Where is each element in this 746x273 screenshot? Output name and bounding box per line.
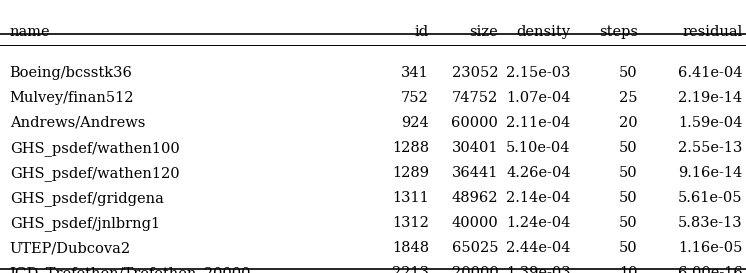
Text: GHS_psdef/gridgena: GHS_psdef/gridgena <box>10 191 163 206</box>
Text: 65025: 65025 <box>452 241 498 255</box>
Text: 50: 50 <box>619 216 638 230</box>
Text: 1312: 1312 <box>392 216 429 230</box>
Text: 10: 10 <box>619 266 638 273</box>
Text: GHS_psdef/wathen120: GHS_psdef/wathen120 <box>10 166 179 181</box>
Text: 30401: 30401 <box>452 141 498 155</box>
Text: 752: 752 <box>401 91 429 105</box>
Text: 1.16e-05: 1.16e-05 <box>678 241 742 255</box>
Text: 50: 50 <box>619 66 638 79</box>
Text: 5.10e-04: 5.10e-04 <box>507 141 571 155</box>
Text: 5.83e-13: 5.83e-13 <box>677 216 742 230</box>
Text: 9.16e-14: 9.16e-14 <box>678 166 742 180</box>
Text: 1.24e-04: 1.24e-04 <box>507 216 571 230</box>
Text: 36441: 36441 <box>452 166 498 180</box>
Text: 1289: 1289 <box>392 166 429 180</box>
Text: 1848: 1848 <box>392 241 429 255</box>
Text: 50: 50 <box>619 141 638 155</box>
Text: 2.44e-04: 2.44e-04 <box>507 241 571 255</box>
Text: 1288: 1288 <box>392 141 429 155</box>
Text: 50: 50 <box>619 241 638 255</box>
Text: GHS_psdef/jnlbrng1: GHS_psdef/jnlbrng1 <box>10 216 160 231</box>
Text: 4.26e-04: 4.26e-04 <box>506 166 571 180</box>
Text: 924: 924 <box>401 116 429 130</box>
Text: 6.00e-16: 6.00e-16 <box>677 266 742 273</box>
Text: residual: residual <box>682 25 742 38</box>
Text: 1311: 1311 <box>392 191 429 205</box>
Text: 2213: 2213 <box>392 266 429 273</box>
Text: 2.55e-13: 2.55e-13 <box>678 141 742 155</box>
Text: JGD_Trefethen/Trefethen_20000: JGD_Trefethen/Trefethen_20000 <box>10 266 251 273</box>
Text: 2.19e-14: 2.19e-14 <box>678 91 742 105</box>
Text: Boeing/bcsstk36: Boeing/bcsstk36 <box>10 66 133 79</box>
Text: Mulvey/finan512: Mulvey/finan512 <box>10 91 134 105</box>
Text: GHS_psdef/wathen100: GHS_psdef/wathen100 <box>10 141 180 156</box>
Text: 50: 50 <box>619 191 638 205</box>
Text: 50: 50 <box>619 166 638 180</box>
Text: 2.14e-04: 2.14e-04 <box>507 191 571 205</box>
Text: 1.59e-04: 1.59e-04 <box>678 116 742 130</box>
Text: name: name <box>10 25 50 38</box>
Text: 6.41e-04: 6.41e-04 <box>678 66 742 79</box>
Text: 23052: 23052 <box>452 66 498 79</box>
Text: density: density <box>517 25 571 38</box>
Text: 1.39e-03: 1.39e-03 <box>506 266 571 273</box>
Text: 40000: 40000 <box>451 216 498 230</box>
Text: 2.15e-03: 2.15e-03 <box>507 66 571 79</box>
Text: 1.07e-04: 1.07e-04 <box>507 91 571 105</box>
Text: UTEP/Dubcova2: UTEP/Dubcova2 <box>10 241 131 255</box>
Text: steps: steps <box>599 25 638 38</box>
Text: 25: 25 <box>619 91 638 105</box>
Text: 48962: 48962 <box>452 191 498 205</box>
Text: Andrews/Andrews: Andrews/Andrews <box>10 116 145 130</box>
Text: 74752: 74752 <box>452 91 498 105</box>
Text: 20: 20 <box>619 116 638 130</box>
Text: 341: 341 <box>401 66 429 79</box>
Text: id: id <box>415 25 429 38</box>
Text: 20000: 20000 <box>451 266 498 273</box>
Text: 5.61e-05: 5.61e-05 <box>678 191 742 205</box>
Text: 60000: 60000 <box>451 116 498 130</box>
Text: 2.11e-04: 2.11e-04 <box>507 116 571 130</box>
Text: size: size <box>469 25 498 38</box>
